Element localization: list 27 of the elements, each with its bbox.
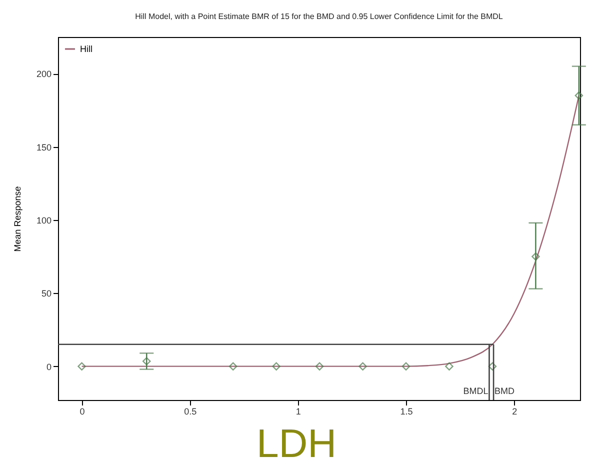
point [532,252,540,261]
text: LDH [255,421,338,468]
x-tick-label: 1.5 [400,406,413,416]
point [402,362,410,370]
y-tick-label: 100 [36,215,52,226]
x-tick-label: 1 [296,406,301,416]
legend-label: Hill [80,44,92,54]
y-tick-label: 200 [36,69,52,80]
x-tick-label: 0 [80,406,85,416]
x-tick-label: 0.5 [184,406,197,416]
y-axis-title: Mean Response [12,186,22,252]
y-tick-label: 50 [41,288,52,299]
point [142,357,151,366]
point [315,362,324,370]
point [228,362,238,370]
point [272,362,280,370]
point [488,362,497,370]
x-tick-label: 2 [512,406,518,416]
point [445,362,454,370]
point [78,362,86,370]
point [358,362,367,370]
y-tick-label: 0 [46,362,52,372]
y-tick-label: 150 [36,142,52,152]
ref-line-label: BMDL [463,386,488,396]
point [574,91,584,100]
chart-title: Hill Model, with a Point Estimate BMR of 15 for the BMD and 0.95 Lower Confidence Limit for the BMDL [135,12,504,21]
ref-line-label: BMD [494,386,516,396]
